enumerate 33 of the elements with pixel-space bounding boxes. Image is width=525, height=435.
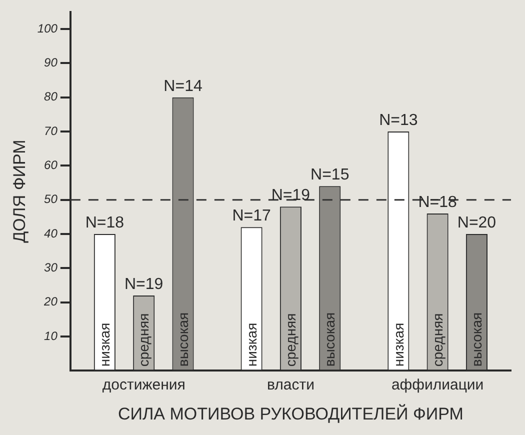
series-label: низкая	[390, 322, 406, 367]
y-tick-label: 20	[43, 294, 58, 309]
annotation: N=19	[124, 276, 164, 293]
annotation: N=18	[85, 214, 124, 232]
annotation: N=14	[164, 78, 202, 95]
annotation: N=15	[310, 166, 350, 184]
y-tick-label: 30	[44, 260, 58, 274]
text: средняя	[429, 313, 446, 367]
x-tick-label: достижения	[102, 376, 186, 394]
text: высокая	[322, 312, 338, 367]
annotation: N=17	[232, 208, 271, 225]
text: низкая	[96, 322, 113, 367]
y-tick-label: 40	[44, 226, 58, 240]
annotation: N=20	[457, 214, 496, 232]
y-tick-label: 50	[44, 192, 58, 206]
text: высокая	[174, 312, 191, 367]
y-tick-label: 10	[44, 328, 58, 343]
y-tick-label: 100	[37, 21, 58, 36]
y-tick-label: 60	[44, 158, 58, 172]
y-tick-label: 90	[44, 56, 58, 70]
annotation: N=18	[418, 194, 458, 211]
text: средняя	[282, 313, 299, 367]
x-tick-label: власти	[266, 376, 314, 394]
y-tick-label: 70	[44, 124, 58, 138]
x-tick-label: аффилиации	[391, 376, 484, 394]
annotation: N=13	[379, 112, 418, 129]
text: низкая	[243, 322, 260, 367]
annotation: N=19	[271, 187, 310, 204]
series-label: средняя	[136, 313, 152, 367]
series-label: высокая	[468, 312, 485, 367]
y-axis-title: ДОЛЯ ФИРМ	[10, 140, 29, 243]
x-axis-title: СИЛА МОТИВОВ РУКОВОДИТЕЛЕЙ ФИРМ	[118, 403, 464, 424]
y-tick-label: 80	[44, 90, 58, 104]
